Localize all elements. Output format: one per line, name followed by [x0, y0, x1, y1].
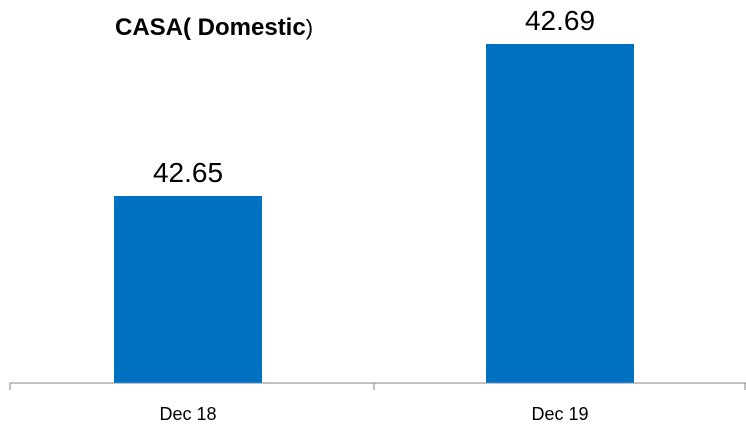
labels-layer: 42.65 Dec 18 42.69 Dec 19	[153, 5, 595, 424]
data-label: 42.69	[525, 5, 595, 36]
bar-dec-19	[486, 44, 634, 383]
data-label: 42.65	[153, 157, 223, 188]
bar-dec-18	[114, 196, 262, 383]
x-axis	[9, 382, 746, 390]
bars-layer	[114, 44, 634, 383]
chart-title: CASA( Domestic)	[115, 14, 313, 42]
x-tick-label: Dec 19	[531, 404, 588, 424]
chart-title-tail: )	[305, 15, 314, 40]
x-tick-label: Dec 18	[159, 404, 216, 424]
chart-title-main: CASA( Domestic	[115, 14, 306, 41]
